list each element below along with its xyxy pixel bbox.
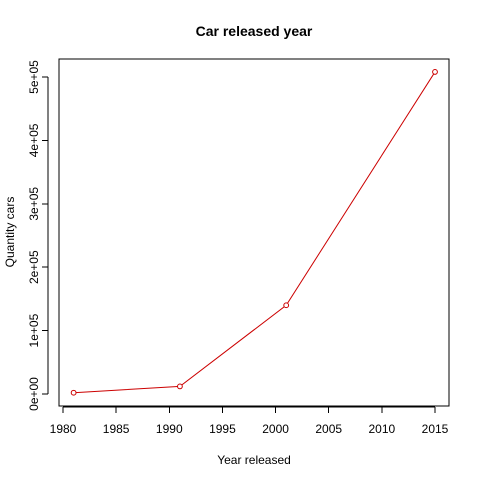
data-point [283,302,290,309]
x-tick-label: 2015 [422,422,449,436]
x-axis-ticks: 1980 1985 1990 1995 2000 2005 2010 2015 [50,407,449,436]
series-line [73,71,436,394]
x-tick-label: 2005 [315,422,342,436]
y-tick-label: 5e+05 [27,60,41,94]
y-tick-label: 2e+05 [27,250,41,284]
x-tick-label: 1990 [156,422,183,436]
data-point [432,69,438,75]
x-axis-label: Year released [217,453,291,467]
y-tick-label: 1e+05 [27,313,41,347]
plot-area-border [58,58,450,407]
series-markers [70,69,438,396]
data-point [177,383,183,390]
chart-title: Car released year [196,23,313,39]
y-axis-ticks: 0e+00 1e+05 2e+05 3e+05 4e+05 5e+05 [27,60,48,411]
y-axis-label: Quantity cars [3,197,17,268]
x-tick-label: 2000 [262,422,289,436]
x-tick-label: 2010 [369,422,396,436]
y-tick-label: 3e+05 [27,187,41,221]
x-tick-label: 1985 [103,422,130,436]
x-tick-label: 1995 [209,422,236,436]
y-tick-label: 4e+05 [27,123,41,157]
y-tick-label: 0e+00 [27,377,41,411]
x-tick-label: 1980 [50,422,77,436]
data-point [70,389,77,396]
